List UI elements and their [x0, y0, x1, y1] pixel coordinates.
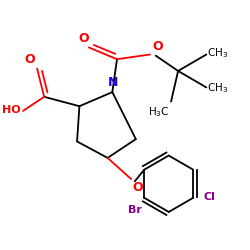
Text: HO: HO [2, 105, 21, 115]
Text: O: O [132, 182, 143, 194]
Text: Br: Br [128, 206, 142, 216]
Text: N: N [108, 76, 119, 89]
Text: O: O [79, 32, 90, 45]
Text: H$_3$C: H$_3$C [148, 105, 170, 119]
Text: O: O [25, 53, 36, 66]
Text: CH$_3$: CH$_3$ [208, 46, 229, 60]
Text: Cl: Cl [204, 192, 216, 202]
Text: CH$_3$: CH$_3$ [208, 82, 229, 96]
Text: O: O [152, 40, 163, 53]
